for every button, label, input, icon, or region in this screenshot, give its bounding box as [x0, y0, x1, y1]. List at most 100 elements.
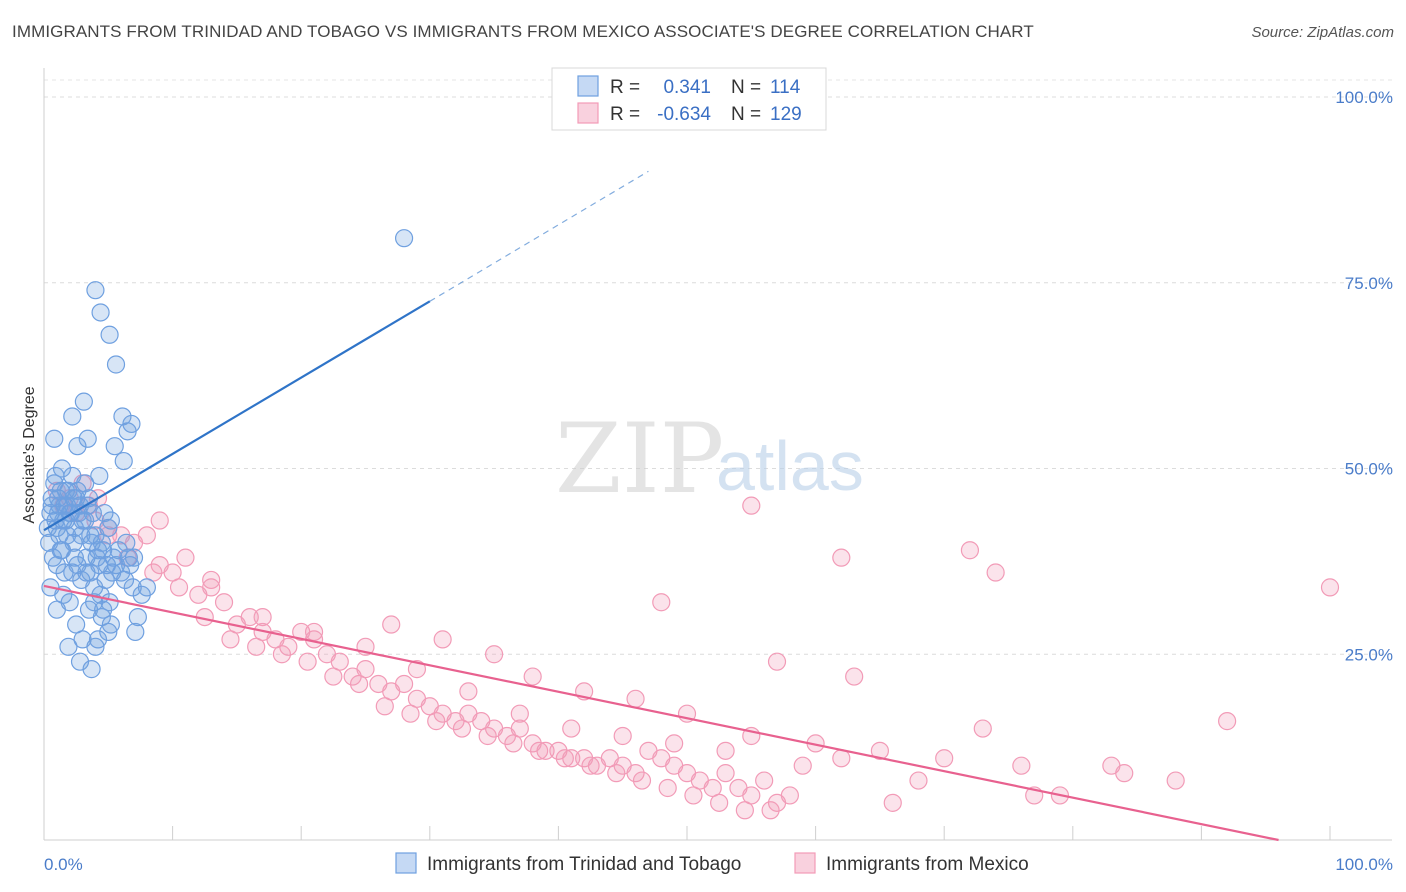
- data-point: [761, 801, 780, 820]
- data-point: [626, 689, 645, 708]
- data-point: [883, 793, 902, 812]
- data-point: [710, 793, 729, 812]
- data-point: [581, 756, 600, 775]
- data-point: [45, 429, 64, 448]
- data-point: [114, 451, 133, 471]
- data-point: [1102, 756, 1121, 775]
- data-point: [92, 533, 111, 552]
- data-point: [94, 600, 113, 619]
- data-point: [555, 749, 574, 768]
- series-mexico: [47, 474, 1340, 820]
- data-point: [104, 548, 123, 567]
- data-point: [52, 459, 72, 478]
- data-point: [221, 630, 240, 649]
- data-point: [793, 756, 812, 775]
- data-point: [626, 764, 645, 783]
- data-point: [433, 630, 452, 649]
- data-point: [101, 511, 120, 530]
- data-point: [973, 719, 992, 738]
- data-point: [105, 437, 124, 456]
- legend-box: R = 0.341 N = 114 R = -0.634 N = 129: [551, 67, 827, 131]
- data-point: [684, 786, 703, 805]
- data-point: [394, 229, 414, 248]
- data-point: [74, 392, 93, 411]
- data-point: [77, 563, 96, 582]
- data-point: [76, 474, 95, 493]
- data-point: [100, 325, 119, 344]
- legend-swatch-trinidad: [577, 75, 599, 97]
- data-point: [150, 555, 169, 575]
- y-tick-label-50: 50.0%: [1345, 460, 1393, 479]
- data-point: [986, 563, 1005, 582]
- data-point: [101, 615, 120, 634]
- data-point: [247, 637, 266, 656]
- data-point: [1012, 756, 1031, 775]
- data-point: [845, 667, 864, 686]
- data-point: [132, 585, 151, 604]
- data-point: [909, 771, 928, 790]
- data-point: [1166, 771, 1185, 790]
- data-point: [870, 741, 890, 760]
- chart-title: IMMIGRANTS FROM TRINIDAD AND TOBAGO VS I…: [12, 22, 1034, 41]
- data-point: [407, 660, 427, 679]
- legend-n-value-1: 114: [770, 77, 801, 98]
- data-point: [78, 429, 97, 448]
- data-point: [632, 771, 652, 790]
- data-point: [716, 764, 735, 783]
- y-tick-label-100: 100.0%: [1335, 88, 1393, 107]
- data-point: [485, 645, 504, 664]
- x-tick-label-left: 0.0%: [44, 855, 83, 874]
- data-point: [1218, 712, 1237, 731]
- trend-layer: [43, 170, 1279, 842]
- data-point: [59, 637, 78, 656]
- legend-r-label-2: R =: [610, 104, 640, 125]
- axes: [43, 68, 1392, 841]
- series-layer: [38, 229, 1340, 820]
- data-point: [523, 667, 542, 686]
- y-tick-label-75: 75.0%: [1345, 274, 1393, 293]
- data-point: [716, 741, 735, 760]
- data-point: [72, 526, 91, 545]
- trend-line-trinidad: [43, 300, 431, 532]
- data-point: [150, 511, 169, 530]
- series-trinidad: [38, 229, 414, 679]
- data-point: [272, 645, 292, 664]
- data-point: [176, 548, 195, 567]
- data-point: [832, 548, 851, 567]
- data-point: [452, 719, 472, 738]
- data-point: [304, 622, 324, 642]
- data-point: [88, 630, 108, 649]
- data-point: [82, 660, 101, 679]
- data-point: [60, 593, 79, 612]
- legend-r-value-1: 0.341: [663, 77, 711, 98]
- data-point: [504, 734, 523, 753]
- data-point: [86, 637, 105, 656]
- bottom-legend-swatch-mexico: [794, 852, 816, 874]
- data-point: [214, 593, 234, 612]
- data-point: [613, 726, 632, 746]
- data-point: [427, 712, 446, 731]
- watermark-atlas: atlas: [716, 427, 864, 505]
- data-point: [117, 533, 136, 552]
- trend-line-extension-trinidad: [429, 170, 649, 302]
- legend-r-value-2: -0.634: [657, 104, 711, 125]
- data-point: [63, 563, 82, 582]
- watermark-zip: ZIP: [555, 403, 724, 515]
- data-point: [119, 548, 138, 567]
- data-point: [735, 801, 754, 820]
- data-point: [68, 437, 87, 456]
- bottom-legend-label-mexico: Immigrants from Mexico: [826, 854, 1029, 875]
- data-point: [658, 778, 677, 798]
- data-point: [394, 674, 414, 694]
- data-point: [82, 533, 101, 552]
- legend-n-value-2: 129: [770, 104, 802, 125]
- bottom-legend: Immigrants from Trinidad and Tobago Immi…: [395, 852, 1029, 875]
- data-point: [56, 511, 75, 530]
- data-point: [562, 749, 581, 768]
- data-point: [95, 503, 114, 523]
- data-point: [106, 355, 126, 374]
- data-point: [536, 741, 555, 760]
- watermark: ZIP atlas: [555, 403, 864, 515]
- data-point: [652, 593, 671, 612]
